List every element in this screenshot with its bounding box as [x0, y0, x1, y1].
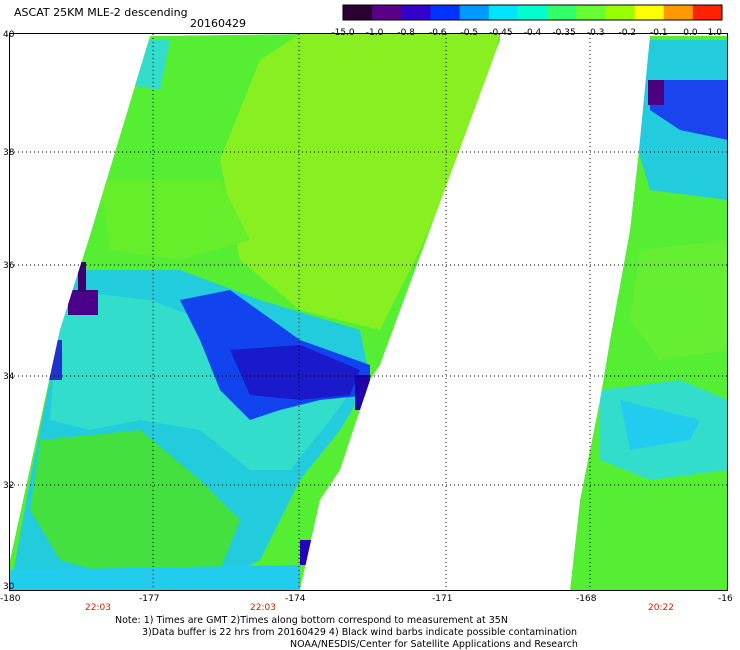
colorbar-swatch: [372, 5, 402, 20]
colorbar-label: -1.0: [366, 28, 384, 38]
colorbar-swatch: [634, 5, 665, 20]
map-frame: [9, 33, 728, 591]
note-line-3: NOAA/NESDIS/Center for Satellite Applica…: [290, 639, 578, 650]
colorbar-swatch: [430, 5, 461, 20]
time-label-2: 22:03: [250, 603, 276, 613]
lat-label-32: 32: [3, 481, 14, 491]
colorbar-label: -0.3: [587, 28, 605, 38]
colorbar-swatch: [401, 5, 431, 20]
colorbar-swatch: [692, 5, 723, 20]
colorbar-label: -15.0: [331, 28, 355, 38]
lon-label-168: -168: [576, 594, 597, 604]
colorbar-label: -0.1: [650, 28, 668, 38]
colorbar-label: 1.0: [708, 28, 723, 38]
colorbar-swatch: [547, 5, 577, 20]
colorbar-swatch: [576, 5, 606, 20]
date-label: 20160429: [190, 17, 246, 30]
left-swath: [10, 34, 500, 590]
right-swath: [570, 36, 728, 590]
time-label-3: 20:22: [648, 603, 674, 613]
colorbar-swatch: [605, 5, 636, 20]
lon-label-165: -16: [718, 594, 733, 604]
colorbar-label: -0.45: [489, 28, 512, 38]
lat-label-38: 38: [3, 148, 15, 158]
colorbar-swatch: [343, 5, 373, 20]
lon-label-171: -171: [432, 594, 452, 604]
time-label-1: 22:03: [85, 603, 111, 613]
note-line-2: 3)Data buffer is 22 hrs from 20160429 4)…: [142, 627, 578, 638]
grid-lines: [10, 34, 728, 590]
colorbar-swatch: [663, 5, 694, 20]
colorbar-swatch: [488, 5, 519, 20]
lon-label-174: -174: [285, 594, 306, 604]
lat-label-36: 36: [3, 261, 15, 271]
colorbar: -15.0 -1.0 -0.8 -0.6 -0.5 -0.45 -0.4 -0.35 -0.3 -…: [331, 4, 723, 38]
colorbar-label: -0.5: [461, 28, 479, 38]
lat-label-30: 30: [3, 582, 15, 592]
lon-label-177: -177: [139, 594, 159, 604]
colorbar-label: -0.6: [429, 28, 447, 38]
colorbar-swatch: [517, 5, 548, 20]
colorbar-border: [342, 4, 723, 21]
note-line-1: Note: 1) Times are GMT 2)Times along bot…: [115, 615, 508, 626]
lon-label-180: -180: [0, 594, 21, 604]
lat-label-34: 34: [3, 372, 15, 382]
colorbar-label: -0.4: [524, 28, 542, 38]
lat-label-40: 40: [3, 30, 15, 40]
colorbar-label: -0.2: [618, 28, 636, 38]
colorbar-swatch: [459, 5, 490, 20]
colorbar-label: -0.35: [552, 28, 575, 38]
colorbar-label: -0.8: [397, 28, 415, 38]
colorbar-label: 0.0: [683, 28, 698, 38]
chart-title: ASCAT 25KM MLE-2 descending: [14, 6, 188, 19]
